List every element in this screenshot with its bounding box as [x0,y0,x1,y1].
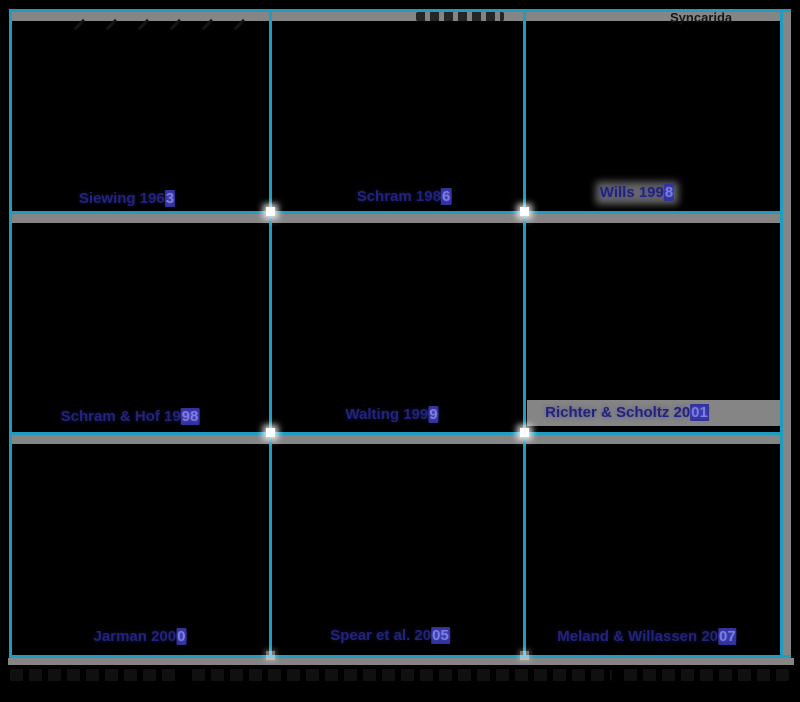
panel-richter-scholtz-2001: Richter & Scholtz 2001 [526,214,780,432]
caption-smudge [192,669,612,681]
citation-link[interactable]: Meland & Willassen 2007 [557,628,737,645]
citation-link[interactable]: Spear et al. 2005 [330,627,450,644]
intersection-dot [520,651,529,660]
grid-line-col1 [269,9,272,658]
grid-line-left [9,9,12,658]
citation-text: Meland & Willassen 20 [557,628,719,645]
panel-siewing-1963: Siewing 1963 [12,12,269,211]
intersection-dot [266,207,275,216]
bottom-gray-band [8,658,794,665]
panel-spear-2005: Spear et al. 2005 [272,435,523,655]
year-highlight: 6 [440,188,452,205]
grid-line-top [9,9,791,12]
intersection-dot [520,207,529,216]
year-highlight: 07 [718,628,737,645]
year-highlight: 9 [428,406,439,423]
panel-schram-1986: Schram 1986 [272,12,523,211]
intersection-dot [266,651,275,660]
panel-meland-willassen-2007: Meland & Willassen 2007 [526,435,780,655]
top-gray-band [10,11,782,21]
row-separator-gray-band-1 [12,214,780,223]
year-highlight: 0 [176,628,187,645]
citation-text: Siewing 196 [78,190,165,207]
richter-label-gray-strip [527,400,780,426]
citation-link[interactable]: Schram & Hof 1998 [61,408,200,425]
grid-line-row2 [9,432,783,435]
panel-walting-1999: Walting 1999 [272,214,523,432]
panel-jarman-2000: Jarman 2000 [12,435,269,655]
intersection-dot [266,428,275,437]
citation-link[interactable]: Richter & Scholtz 2001 [545,404,709,421]
intersection-dot [520,428,529,437]
row-separator-gray-band-2 [12,435,780,444]
grid-line-row1 [9,211,783,214]
caption-smudge [10,669,180,681]
citation-text: Richter & Scholtz 20 [545,404,691,421]
year-highlight: 8 [663,184,675,201]
caption-smudge [624,669,789,681]
citation-text: Jarman 200 [93,628,177,645]
citation-text: Wills 199 [599,184,664,201]
year-highlight: 98 [180,408,200,425]
right-gray-band [783,9,791,665]
citation-text: Spear et al. 20 [330,627,432,644]
citation-link[interactable]: Siewing 1963 [78,190,176,207]
year-highlight: 05 [431,627,450,644]
citation-text: Schram & Hof 19 [60,408,181,425]
grid-line-bottom [9,655,791,658]
citation-link[interactable]: Schram 1986 [357,188,452,205]
taxon-label-syncarida: Syncarida [670,10,733,25]
grid-line-col2 [523,9,526,658]
citation-text: Walting 199 [345,406,429,423]
citation-link[interactable]: Jarman 2000 [94,628,187,645]
panel-wills-1998: Wills 1998 [526,12,780,211]
panel-schram-hof-1998: Schram & Hof 1998 [12,214,269,432]
year-highlight: 3 [164,190,176,207]
wills-label-gray-glow [596,182,678,204]
citation-link[interactable]: Wills 1998 [599,184,675,201]
citation-link[interactable]: Walting 1999 [345,406,439,423]
citation-text: Schram 198 [356,188,441,205]
grid-line-right [780,9,783,658]
year-highlight: 01 [690,404,709,421]
illegible-taxon-text [416,12,504,21]
